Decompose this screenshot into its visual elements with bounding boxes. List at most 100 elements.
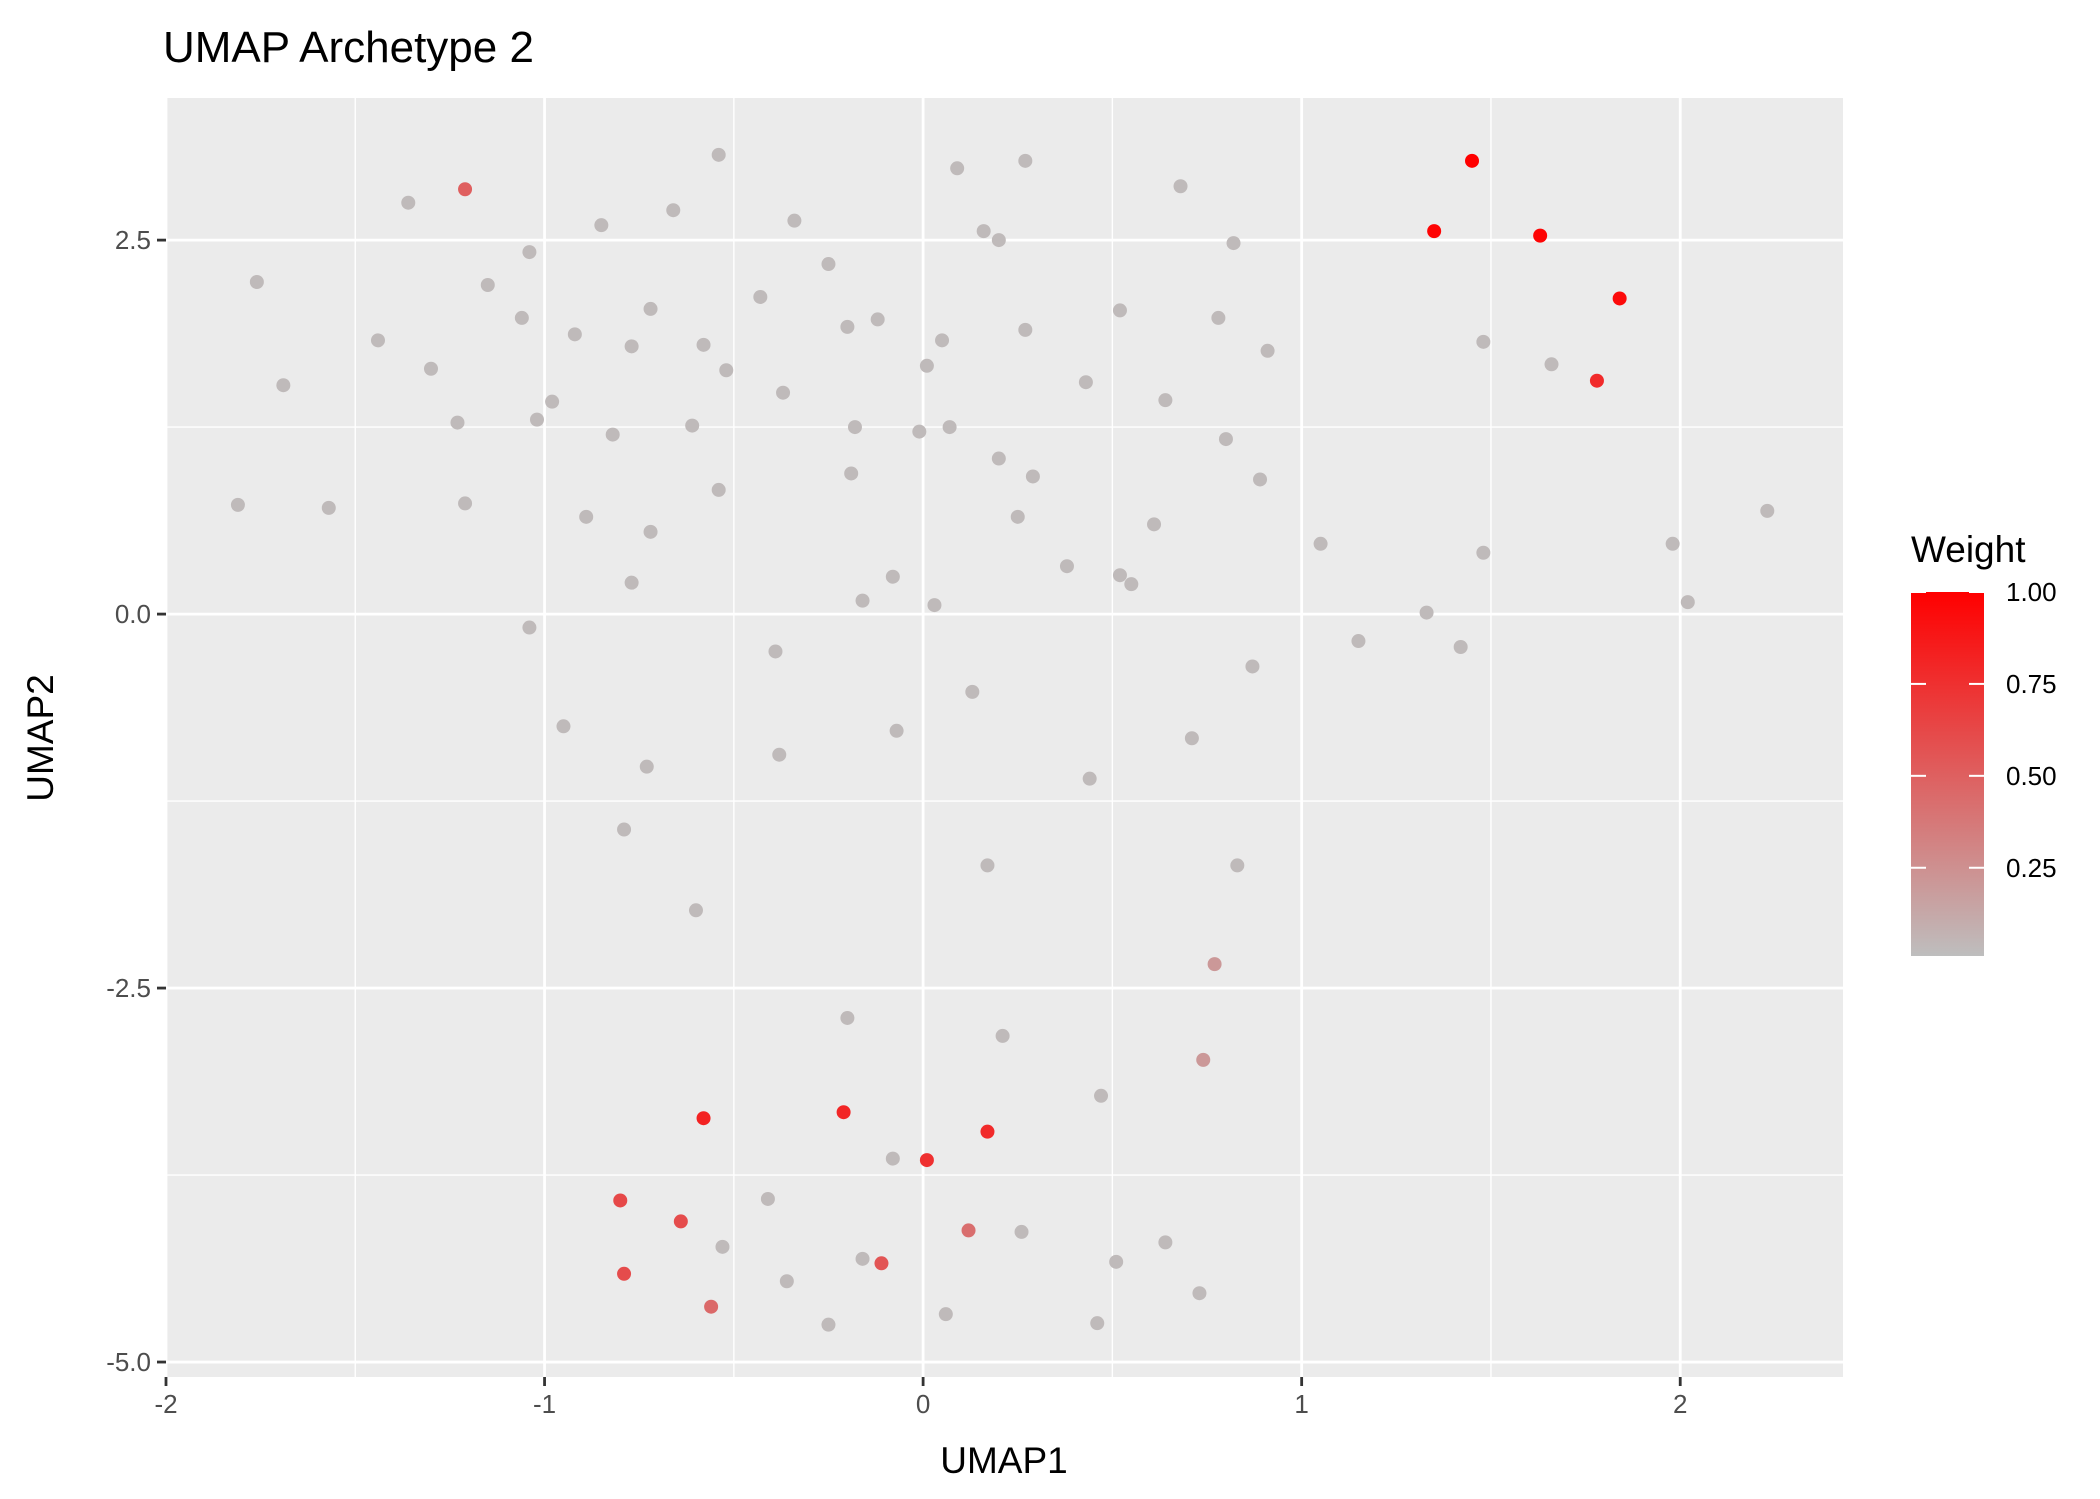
- data-point: [1211, 310, 1226, 325]
- data-point: [840, 1010, 855, 1025]
- y-tick-label: -5.0: [106, 1347, 151, 1377]
- data-point: [276, 378, 291, 393]
- data-point: [935, 333, 950, 348]
- data-point: [605, 427, 620, 442]
- data-point: [1245, 659, 1260, 674]
- data-point: [855, 593, 870, 608]
- y-tick-label: 0.0: [115, 599, 151, 629]
- data-point: [719, 363, 734, 378]
- data-point: [458, 182, 473, 197]
- data-point: [556, 719, 571, 734]
- data-point: [950, 161, 965, 176]
- data-point: [1680, 595, 1695, 610]
- x-tick-label: 1: [1294, 1389, 1308, 1419]
- data-point: [991, 233, 1006, 248]
- data-point: [942, 420, 957, 435]
- data-point: [1230, 858, 1245, 873]
- data-point: [847, 420, 862, 435]
- data-point: [545, 394, 560, 409]
- data-point: [1018, 322, 1033, 337]
- data-point: [249, 274, 264, 289]
- x-axis-title: UMAP1: [940, 1440, 1067, 1481]
- data-point: [844, 466, 859, 481]
- data-point: [230, 497, 245, 512]
- data-point: [821, 1317, 836, 1332]
- data-point: [976, 224, 991, 239]
- data-point: [919, 358, 934, 373]
- legend-break-label: 0.50: [2006, 761, 2057, 791]
- legend-title: Weight: [1911, 529, 2026, 570]
- data-point: [617, 1266, 632, 1281]
- data-point: [624, 339, 639, 354]
- data-point: [1025, 469, 1040, 484]
- data-point: [1427, 224, 1442, 239]
- data-point: [1124, 577, 1139, 592]
- legend-break-label: 0.25: [2006, 853, 2057, 883]
- data-point: [370, 333, 385, 348]
- y-axis: -5.0 -2.5 0.0 2.5: [106, 225, 166, 1377]
- x-tick-label: -2: [154, 1389, 177, 1419]
- data-point: [980, 858, 995, 873]
- data-point: [840, 319, 855, 334]
- data-point: [787, 213, 802, 228]
- data-point: [613, 1193, 628, 1208]
- data-point: [1010, 509, 1025, 524]
- data-point: [522, 245, 537, 260]
- x-tick-label: 2: [1673, 1389, 1687, 1419]
- data-point: [885, 1151, 900, 1166]
- data-point: [1173, 179, 1188, 194]
- data-point: [768, 644, 783, 659]
- x-axis: -2 -1 0 1 2: [154, 1377, 1687, 1419]
- data-points: [230, 147, 1775, 1332]
- data-point: [772, 747, 787, 762]
- x-tick-label: 0: [916, 1389, 930, 1419]
- data-point: [1094, 1088, 1109, 1103]
- chart-title: UMAP Archetype 2: [163, 23, 534, 72]
- data-point: [401, 195, 416, 210]
- data-point: [1533, 228, 1548, 243]
- data-point: [855, 1251, 870, 1266]
- data-point: [643, 301, 658, 316]
- data-point: [673, 1214, 688, 1229]
- data-point: [965, 684, 980, 699]
- data-point: [1665, 536, 1680, 551]
- data-point: [1158, 393, 1173, 408]
- data-point: [666, 203, 681, 218]
- data-point: [1207, 957, 1222, 972]
- data-point: [1351, 634, 1366, 649]
- data-point: [1260, 343, 1275, 358]
- data-point: [711, 147, 726, 162]
- y-axis-title: UMAP2: [20, 674, 61, 801]
- data-point: [321, 500, 336, 515]
- data-point: [1059, 559, 1074, 574]
- data-point: [522, 620, 537, 635]
- data-point: [874, 1256, 889, 1271]
- data-point: [995, 1028, 1010, 1043]
- data-point: [617, 822, 632, 837]
- data-point: [776, 385, 791, 400]
- data-point: [1612, 291, 1627, 306]
- data-point: [704, 1299, 719, 1314]
- data-point: [685, 418, 700, 433]
- y-tick-label: 2.5: [115, 225, 151, 255]
- data-point: [836, 1105, 851, 1120]
- data-point: [753, 289, 768, 304]
- data-point: [991, 451, 1006, 466]
- data-point: [480, 277, 495, 292]
- data-point: [1196, 1052, 1211, 1067]
- data-point: [1112, 568, 1127, 583]
- data-point: [1158, 1235, 1173, 1250]
- data-point: [1465, 153, 1480, 168]
- data-point: [1313, 536, 1328, 551]
- data-point: [624, 575, 639, 590]
- data-point: [594, 218, 609, 233]
- data-point: [1109, 1254, 1124, 1269]
- data-point: [1476, 545, 1491, 560]
- data-point: [1147, 517, 1162, 532]
- data-point: [870, 312, 885, 327]
- data-point: [529, 412, 544, 427]
- data-point: [715, 1239, 730, 1254]
- data-point: [938, 1307, 953, 1322]
- data-point: [514, 310, 529, 325]
